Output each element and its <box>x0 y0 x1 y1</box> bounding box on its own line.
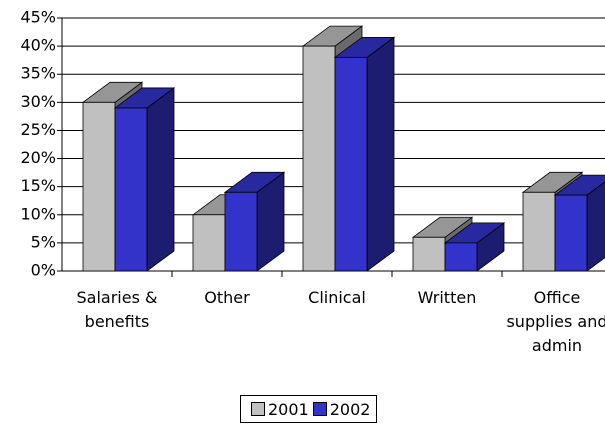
bar <box>443 222 506 272</box>
bar-front <box>334 56 368 272</box>
bar-front <box>302 45 336 272</box>
bar-front <box>554 194 588 272</box>
bar-front <box>412 236 446 272</box>
legend-swatch <box>312 402 327 416</box>
y-tick-label: 5% <box>31 232 56 251</box>
y-tick-label: 45% <box>20 8 56 27</box>
x-tick-label: Salaries & benefits <box>76 288 158 331</box>
bar <box>113 87 176 272</box>
x-tick-label: Office supplies and admin <box>506 288 605 355</box>
y-tick-label: 10% <box>20 204 56 223</box>
legend: 2001 2002 <box>240 395 378 423</box>
y-tick-label: 0% <box>31 261 56 280</box>
bar <box>553 174 605 272</box>
bar-side <box>366 36 395 272</box>
legend-label: 2002 <box>329 399 371 419</box>
y-tick-label: 25% <box>20 120 56 139</box>
bar-front <box>82 101 116 272</box>
bar-front <box>522 191 556 272</box>
bar-front <box>192 214 226 272</box>
x-tick-label: Clinical <box>308 288 366 307</box>
bar-front <box>114 107 148 272</box>
legend-swatch <box>251 402 265 416</box>
y-tick-label: 30% <box>20 92 56 111</box>
y-tick-label: 40% <box>20 36 56 55</box>
x-tick-label: Other <box>204 288 250 307</box>
bar <box>223 171 286 272</box>
bar-front <box>444 242 478 272</box>
y-tick-label: 35% <box>20 64 56 83</box>
bar-front <box>224 191 258 272</box>
legend-label: 2001 <box>268 399 309 419</box>
x-tick-label: Written <box>417 288 477 307</box>
y-tick-label: 15% <box>20 176 56 195</box>
bar-side <box>146 87 175 272</box>
bar <box>333 36 396 272</box>
y-tick-label: 20% <box>20 148 56 167</box>
